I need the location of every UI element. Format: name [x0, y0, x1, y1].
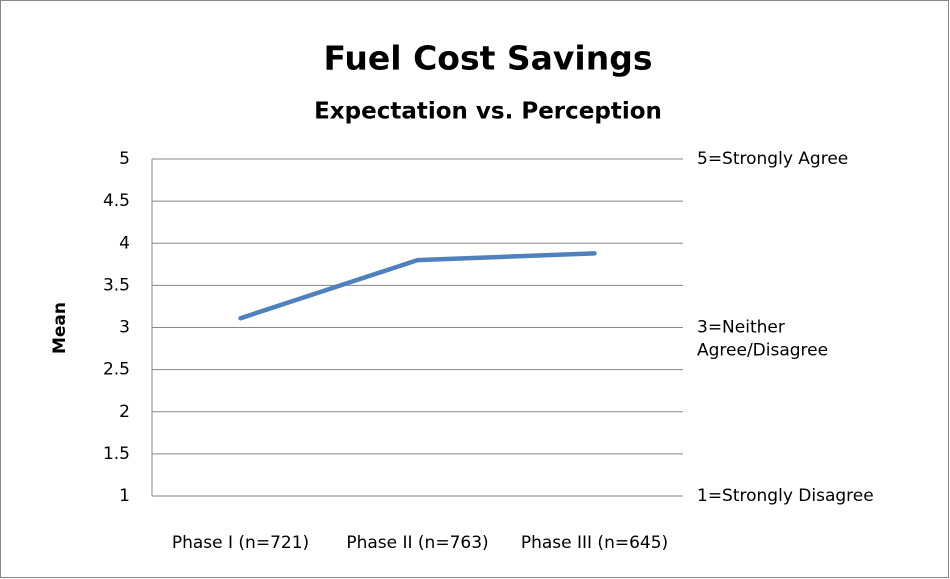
y-tick-label: 3	[119, 318, 130, 338]
y-tick-label: 4	[119, 233, 130, 253]
annotation: 3=Neither Agree/Disagree	[697, 318, 828, 361]
y-tick-label: 3.5	[103, 275, 130, 295]
x-tick-label: Phase II (n=763)	[346, 533, 488, 553]
y-tick-label: 1.5	[103, 444, 130, 464]
y-tick-label: 5	[119, 149, 130, 169]
x-tick-label: Phase III (n=645)	[521, 533, 668, 553]
line-series	[238, 251, 597, 321]
x-tick-label: Phase I (n=721)	[172, 533, 309, 553]
annotation: 1=Strongly Disagree	[697, 486, 874, 506]
chart-title: Fuel Cost Savings	[324, 39, 653, 78]
y-axis-label: Mean	[50, 302, 70, 354]
y-tick-label: 2.5	[103, 360, 130, 380]
annotation: 5=Strongly Agree	[697, 149, 848, 169]
y-tick-label: 1	[119, 486, 130, 506]
y-tick-label: 2	[119, 402, 130, 422]
y-tick-label: 4.5	[103, 191, 130, 211]
chart-subtitle: Expectation vs. Perception	[314, 99, 662, 125]
